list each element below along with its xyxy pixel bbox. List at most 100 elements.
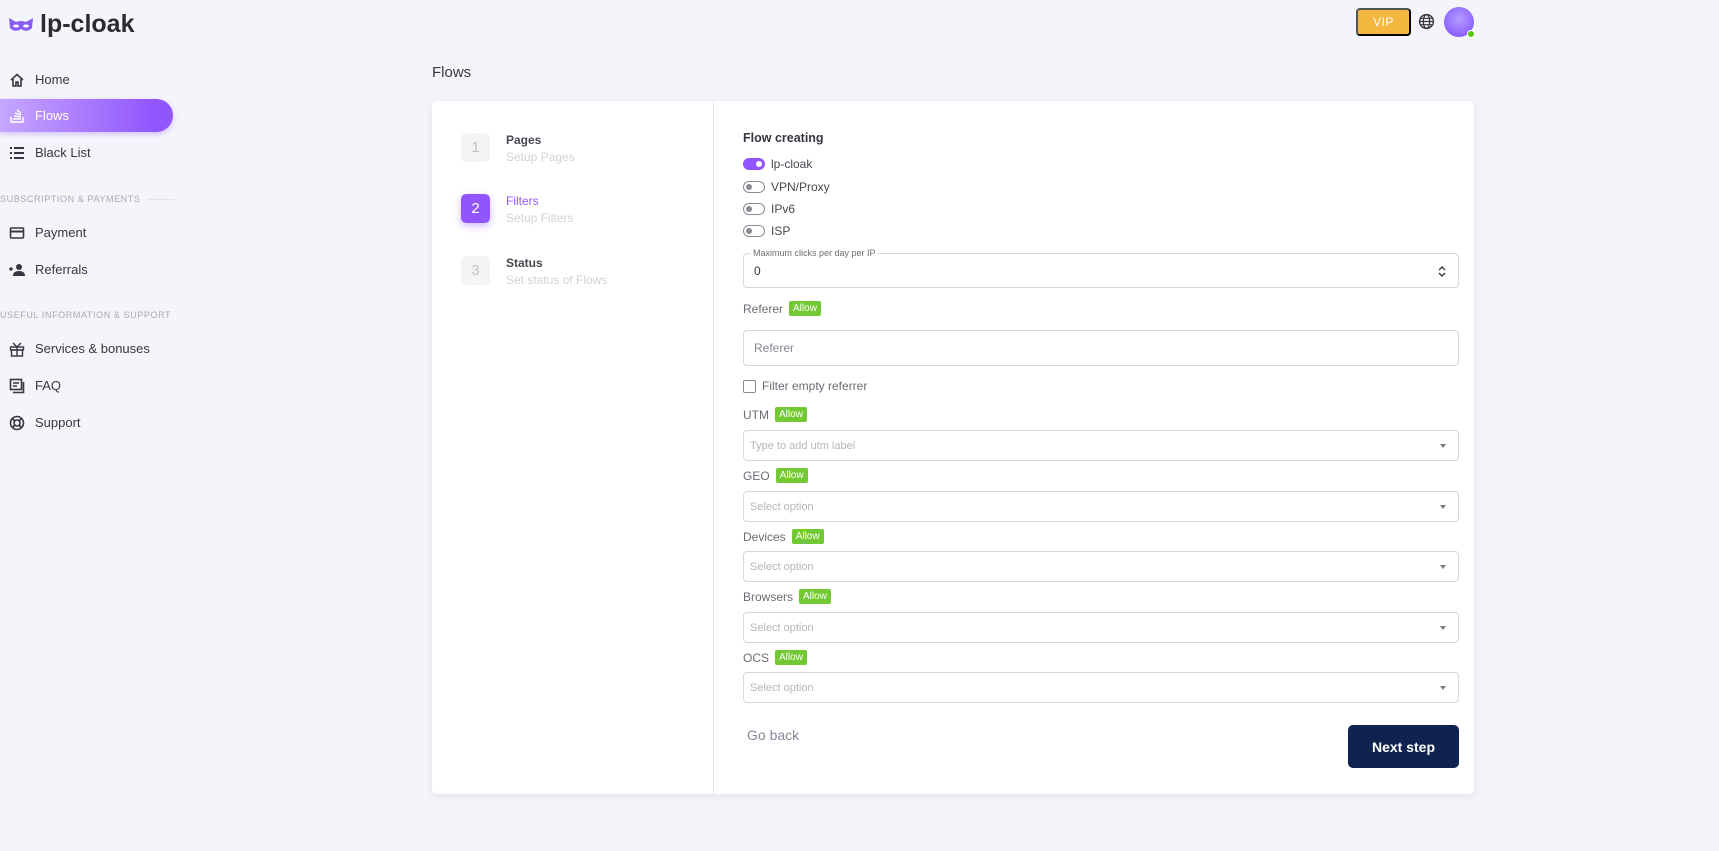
ocs-select[interactable]: Select option xyxy=(743,672,1459,703)
switch[interactable] xyxy=(743,158,765,170)
form-title: Flow creating xyxy=(743,131,824,145)
step-number: 3 xyxy=(461,256,490,285)
sidebar-item-label: Referrals xyxy=(35,262,88,277)
section-label: SUBSCRIPTION & PAYMENTS xyxy=(0,194,141,204)
placeholder: Select option xyxy=(750,500,814,513)
step-status[interactable]: 3 Status Set status of Flows xyxy=(461,256,607,287)
page-title: Flows xyxy=(432,64,472,81)
allow-badge[interactable]: Allow xyxy=(791,529,824,544)
geo-label: GEO xyxy=(743,468,770,483)
online-status-dot xyxy=(1467,30,1475,38)
faq-icon xyxy=(9,378,25,393)
referer-label: Referer xyxy=(743,301,784,316)
toggle-isp[interactable]: ISP xyxy=(743,224,790,238)
card-divider xyxy=(713,101,714,794)
switch[interactable] xyxy=(743,181,765,193)
toggle-label: lp-cloak xyxy=(771,157,813,171)
browsers-label: Browsers xyxy=(743,589,794,604)
step-subtitle: Set status of Flows xyxy=(506,273,608,287)
sidebar-item-services[interactable]: Services & bonuses xyxy=(0,332,173,365)
globe-icon[interactable] xyxy=(1418,13,1435,30)
sidebar-item-label: Payment xyxy=(35,225,87,240)
next-step-button[interactable]: Next step xyxy=(1348,725,1459,768)
toggle-vpn-proxy[interactable]: VPN/Proxy xyxy=(743,180,830,194)
sidebar-item-label: FAQ xyxy=(35,378,62,393)
sidebar-item-label: Flows xyxy=(35,108,69,123)
placeholder: Select option xyxy=(750,621,814,634)
checkbox[interactable] xyxy=(743,379,756,393)
sidebar-item-label: Support xyxy=(35,415,81,430)
gift-icon xyxy=(9,342,25,357)
toggle-ipv6[interactable]: IPv6 xyxy=(743,202,795,216)
lifebuoy-icon xyxy=(9,415,25,430)
toggle-label: VPN/Proxy xyxy=(771,180,830,194)
logo[interactable]: lp-cloak xyxy=(8,10,134,39)
switch[interactable] xyxy=(743,225,765,237)
devices-select[interactable]: Select option xyxy=(743,551,1459,582)
allow-badge[interactable]: Allow xyxy=(775,407,807,422)
sidebar-item-payment[interactable]: Payment xyxy=(0,216,173,249)
sidebar-item-label: Services & bonuses xyxy=(35,341,150,356)
stepper-icon[interactable] xyxy=(1438,265,1446,278)
vip-button[interactable]: VIP xyxy=(1356,8,1411,36)
caret-down-icon xyxy=(1440,443,1446,448)
allow-badge[interactable]: Allow xyxy=(775,468,808,483)
section-useful-info: USEFUL INFORMATION & SUPPORT xyxy=(0,310,171,320)
home-icon xyxy=(10,72,24,87)
step-pages[interactable]: 1 Pages Setup Pages xyxy=(461,133,575,164)
toggle-lp-cloak[interactable]: lp-cloak xyxy=(743,157,812,171)
caret-down-icon xyxy=(1440,564,1446,569)
toggle-label: IPv6 xyxy=(771,202,796,216)
field-value: 0 xyxy=(754,263,761,278)
sidebar-item-label: Home xyxy=(35,72,70,87)
toggle-label: ISP xyxy=(771,224,791,238)
caret-down-icon xyxy=(1440,504,1446,509)
referer-input[interactable]: Referer xyxy=(743,330,1459,366)
step-title: Pages xyxy=(506,133,542,147)
checkbox-label: Filter empty referrer xyxy=(762,379,868,393)
sidebar-item-black-list[interactable]: Black List xyxy=(0,136,173,169)
allow-badge[interactable]: Allow xyxy=(789,301,821,316)
referer-label-row: Referer Allow xyxy=(743,301,821,316)
switch[interactable] xyxy=(743,203,765,215)
utm-select[interactable]: Type to add utm label xyxy=(743,430,1459,461)
section-divider xyxy=(146,198,175,200)
step-subtitle: Setup Pages xyxy=(506,150,575,164)
browsers-select[interactable]: Select option xyxy=(743,612,1459,643)
sidebar-item-home[interactable]: Home xyxy=(0,63,173,96)
field-label: Maximum clicks per day per IP xyxy=(751,248,878,258)
go-back-button[interactable]: Go back xyxy=(747,727,800,743)
utm-label-row: UTM Allow xyxy=(743,407,807,422)
allow-badge[interactable]: Allow xyxy=(775,650,807,665)
list-icon xyxy=(10,146,24,159)
avatar[interactable] xyxy=(1444,7,1475,38)
utm-label: UTM xyxy=(743,407,769,422)
step-filters[interactable]: 2 Filters Setup Filters xyxy=(461,194,573,225)
placeholder: Referer xyxy=(754,341,795,355)
caret-down-icon xyxy=(1440,625,1446,630)
sidebar-item-support[interactable]: Support xyxy=(0,406,173,439)
allow-badge[interactable]: Allow xyxy=(799,589,831,604)
section-label: USEFUL INFORMATION & SUPPORT xyxy=(0,310,172,320)
section-subscription: SUBSCRIPTION & PAYMENTS xyxy=(0,194,175,204)
filter-empty-referrer[interactable]: Filter empty referrer xyxy=(743,379,867,393)
step-title: Filters xyxy=(506,194,539,208)
step-title: Status xyxy=(506,256,543,270)
credit-card-icon xyxy=(9,226,25,239)
ocs-label: OCS xyxy=(743,650,770,665)
geo-label-row: GEO Allow xyxy=(743,468,808,483)
sidebar-item-flows[interactable]: Flows xyxy=(0,99,173,132)
max-clicks-input[interactable]: Maximum clicks per day per IP 0 xyxy=(743,248,1459,288)
placeholder: Type to add utm label xyxy=(750,439,856,452)
devices-label-row: Devices Allow xyxy=(743,529,824,544)
sidebar-item-referrals[interactable]: Referrals xyxy=(0,253,173,286)
geo-select[interactable]: Select option xyxy=(743,491,1459,522)
step-subtitle: Setup Filters xyxy=(506,211,574,225)
mask-logo-icon xyxy=(9,17,33,31)
placeholder: Select option xyxy=(750,560,814,573)
devices-label: Devices xyxy=(743,529,786,544)
step-number: 1 xyxy=(461,133,490,162)
brand-name: lp-cloak xyxy=(40,10,135,38)
step-number: 2 xyxy=(461,194,490,223)
sidebar-item-faq[interactable]: FAQ xyxy=(0,369,173,402)
